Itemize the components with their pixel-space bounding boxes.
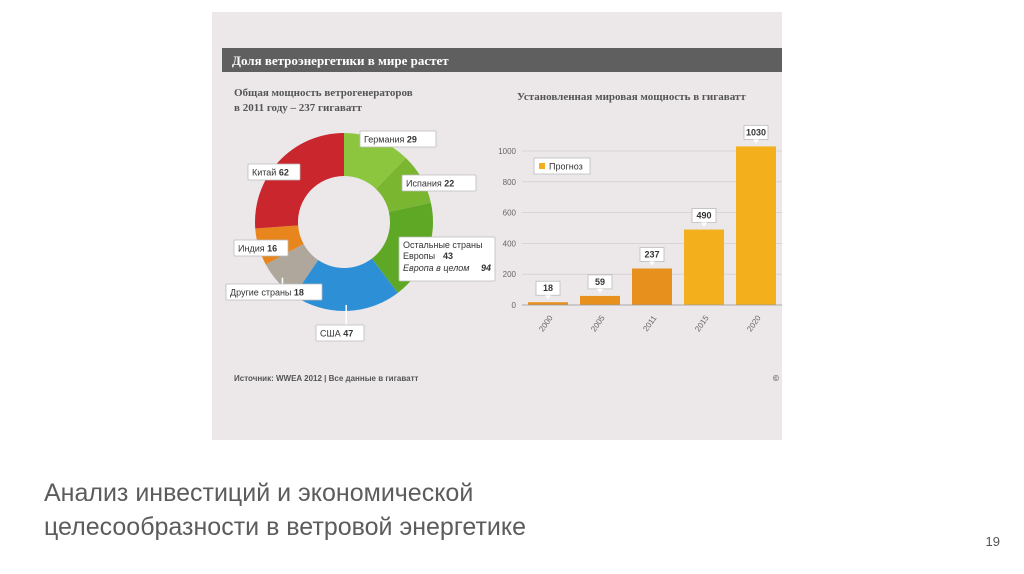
- pie-label-value: 18: [294, 288, 304, 298]
- x-tick-label: 2000: [537, 313, 555, 333]
- legend-box: [533, 157, 591, 175]
- y-tick-label: 600: [503, 209, 517, 218]
- bar-label-pointer: [649, 261, 655, 266]
- pie-title-line2: в 2011 году – 237 гигаватт: [234, 102, 362, 114]
- pie-label-name: Германия 29: [364, 135, 417, 145]
- pie-label-value: 47: [343, 329, 353, 339]
- pie-callout-box-5: [233, 239, 289, 257]
- bar-2020: [736, 146, 776, 305]
- bar-label-pointer: [753, 139, 759, 144]
- legend-swatch-forecast: [539, 163, 545, 169]
- pie-label-name: Китай 62: [252, 168, 289, 178]
- page-number: 19: [985, 534, 1000, 549]
- source-note: Источник: WWEA 2012 | Все данные в гигав…: [234, 374, 419, 383]
- pie-callout-box-3: [315, 324, 365, 342]
- pie-callout-box-0: [359, 130, 437, 148]
- x-tick-label: 2015: [693, 313, 711, 333]
- bar-value-label: 59: [595, 277, 605, 287]
- y-tick-label: 0: [512, 301, 517, 310]
- bar-2015: [684, 229, 724, 305]
- bar-chart: 0 200 400 600 800 1000 18 2000 59 2005 237 2011 490 2…: [498, 124, 782, 333]
- pie-callout-box-1: [401, 174, 477, 192]
- europe-total-label: Европа в целом: [403, 263, 469, 273]
- pie-label-value: 62: [279, 168, 289, 178]
- bar-label-pointer: [545, 295, 551, 300]
- pie-title-line1: Общая мощность ветрогенераторов: [234, 87, 413, 99]
- pie-label-name: США 47: [320, 329, 353, 339]
- bar-value-label: 490: [696, 211, 711, 221]
- bar-label-pointer: [701, 222, 707, 227]
- bar-chart-title: Установленная мировая мощность в гигават…: [517, 91, 746, 103]
- pie-label-value: 22: [444, 179, 454, 189]
- pie-callout-box-6: [247, 163, 301, 181]
- pie-label-name-1: Остальные страны: [403, 240, 482, 250]
- pie-label-value: 29: [407, 135, 417, 145]
- bar-2005: [580, 295, 620, 305]
- slide-title-line2: целесообразности в ветровой энергетике: [44, 513, 526, 541]
- bar-value-label: 237: [644, 250, 659, 260]
- pie-label-value: 16: [267, 244, 277, 254]
- y-tick-label: 400: [503, 239, 517, 248]
- pie-slice-6: [255, 133, 344, 229]
- bar-2011: [632, 268, 672, 305]
- y-tick-label: 800: [503, 178, 517, 187]
- x-tick-label: 2020: [745, 313, 763, 333]
- x-tick-label: 2011: [641, 313, 659, 333]
- pie-callout-box-2: [398, 236, 496, 282]
- infographic-header: Доля ветроэнергетики в мире растет: [232, 53, 449, 68]
- bar-value-label: 1030: [746, 127, 766, 137]
- y-tick-label: 200: [503, 270, 517, 279]
- header-bar: [222, 48, 782, 72]
- pie-label-name: Другие страны 18: [230, 288, 304, 298]
- europe-total-value: 94: [481, 263, 491, 273]
- bar-value-label: 18: [543, 283, 553, 293]
- y-tick-label: 1000: [498, 147, 516, 156]
- pie-label-name: Испания 22: [406, 179, 454, 189]
- pie-label-value: 43: [443, 251, 453, 261]
- pie-label-name: Индия 16: [238, 244, 277, 254]
- pie-label-name-2: Европы: [403, 251, 435, 261]
- bar-2000: [528, 302, 568, 305]
- slide-title-line1: Анализ инвестиций и экономической: [44, 479, 474, 507]
- slide-title: Анализ инвестиций и экономической целесо…: [44, 476, 804, 544]
- bar-label-pointer: [597, 288, 603, 293]
- infographic-svg: Доля ветроэнергетики в мире растет Общая…: [222, 48, 782, 383]
- pie-slice-4: [265, 243, 319, 296]
- infographic-panel: Доля ветроэнергетики в мире растет Общая…: [212, 12, 782, 440]
- x-tick-label: 2005: [589, 313, 607, 333]
- corner-mark: ©: [773, 374, 779, 383]
- legend-label-forecast: Прогноз: [549, 162, 583, 172]
- pie-callout-box-4: [225, 283, 323, 301]
